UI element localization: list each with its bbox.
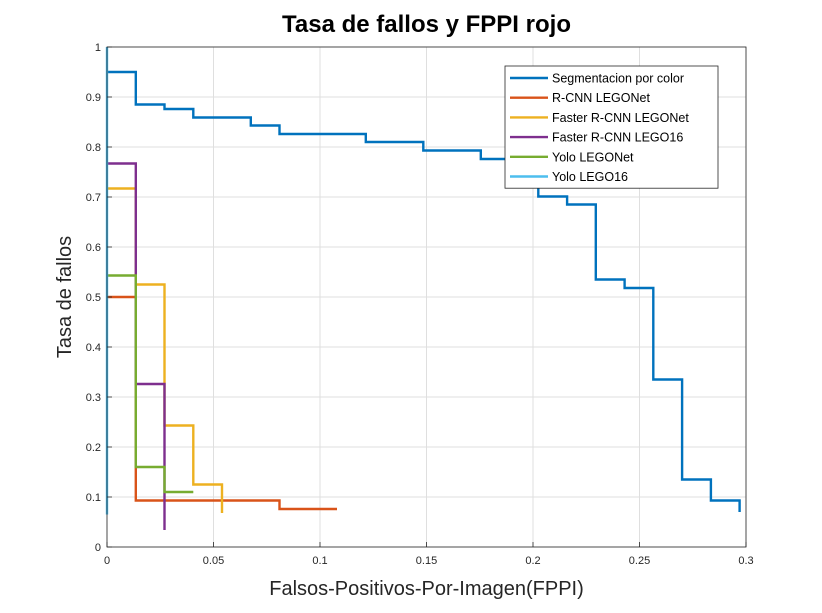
axis-ticks: 0 0.05 0.1 0.15 0.2 0.25 0.3 0 0.1 0.2 0.3 0.4 0.5 0.…: [86, 42, 754, 567]
legend-entry: Yolo LEGO16: [552, 170, 628, 184]
legend-entry: Yolo LEGONet: [552, 150, 634, 164]
y-tick-label: 0.9: [86, 92, 101, 104]
chart-title: Tasa de fallos y FPPI rojo: [282, 11, 571, 38]
legend-entry: Segmentacion por color: [552, 72, 684, 86]
y-tick-label: 0.7: [86, 192, 101, 204]
y-axis-label: Tasa de fallos: [54, 236, 76, 358]
x-tick-label: 0.3: [738, 555, 753, 567]
y-tick-label: 0.2: [86, 442, 101, 454]
series-line-5: [107, 274, 194, 494]
y-tick-label: 0.5: [86, 292, 101, 304]
x-tick-label: 0.15: [416, 555, 437, 567]
legend: Segmentacion por color R-CNN LEGONet Faste…: [504, 65, 719, 189]
y-tick-label: 0: [95, 542, 101, 554]
x-tick-label: 0.05: [203, 555, 224, 567]
legend-entry: Faster R-CNN LEGO16: [552, 131, 683, 145]
x-tick-label: 0.1: [312, 555, 327, 567]
legend-entry: R-CNN LEGONet: [552, 91, 650, 105]
x-tick-label: 0: [104, 555, 110, 567]
y-tick-label: 0.6: [86, 242, 101, 254]
legend-box: [504, 65, 719, 189]
x-tick-label: 0.25: [629, 555, 650, 567]
y-tick-label: 0.3: [86, 392, 101, 404]
legend-entry: Faster R-CNN LEGONet: [552, 111, 689, 125]
x-tick-label: 0.2: [525, 555, 540, 567]
y-tick-label: 0.1: [86, 492, 101, 504]
y-tick-label: 1: [95, 42, 101, 54]
series-line-2: [107, 295, 337, 511]
y-tick-label: 0.8: [86, 142, 101, 154]
x-axis-label: Falsos-Positivos-Por-Imagen(FPPI): [269, 578, 584, 600]
y-tick-label: 0.4: [86, 342, 101, 354]
